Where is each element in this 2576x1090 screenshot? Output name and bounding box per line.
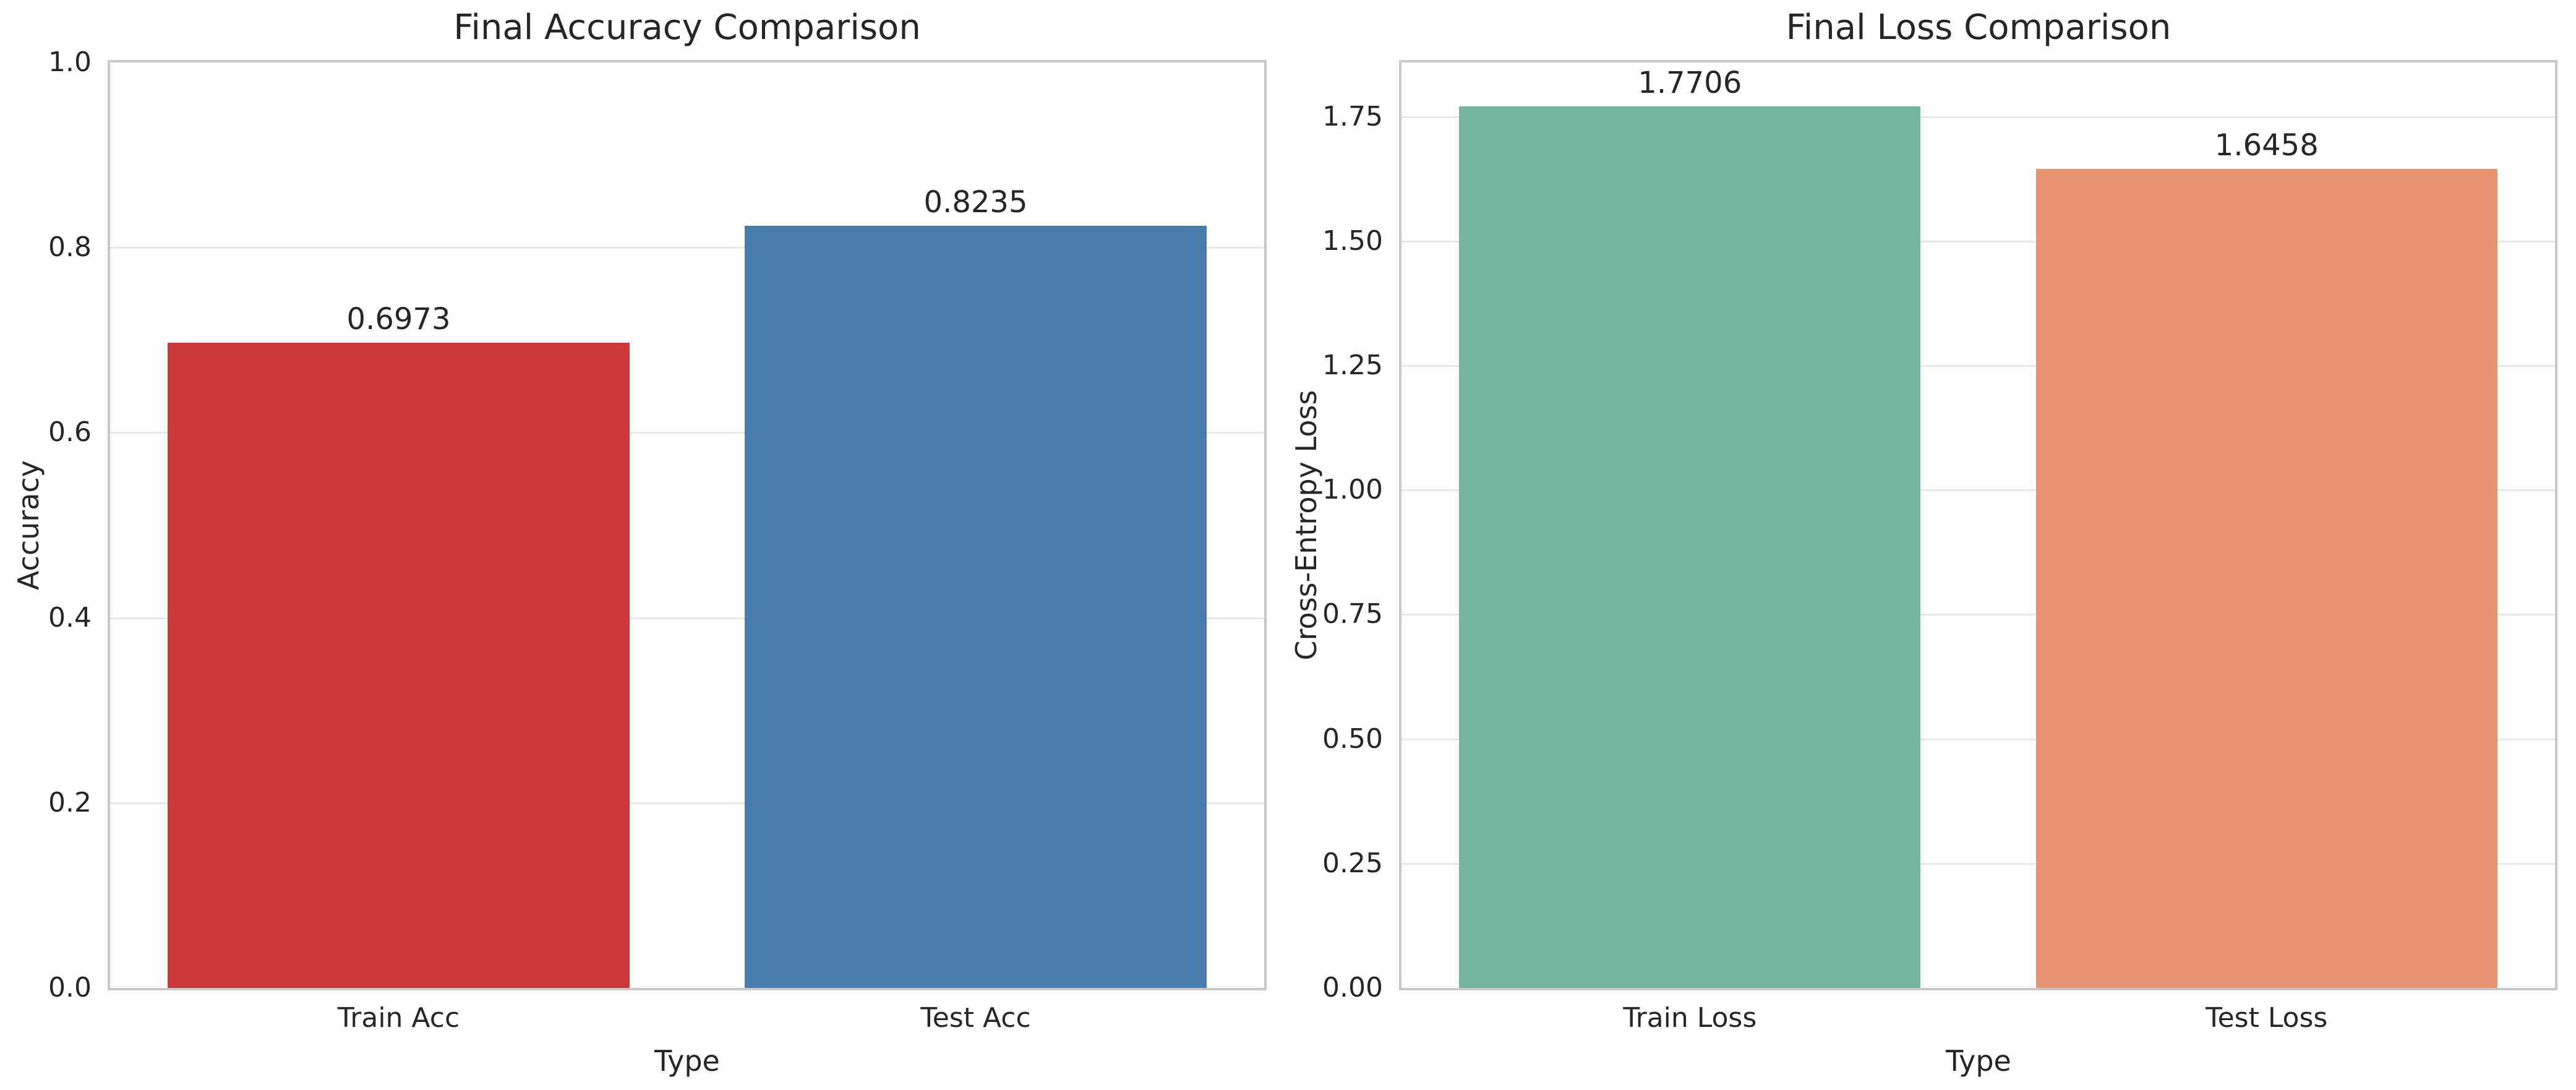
x-tick-label-train-acc: Train Acc xyxy=(337,1002,460,1034)
gridline-y-0.2 xyxy=(110,802,1264,804)
gridline-y-0.4 xyxy=(110,617,1264,619)
x-tick-label-test-loss: Test Loss xyxy=(2206,1002,2328,1034)
bar-value-label-test-acc: 0.8235 xyxy=(923,185,1028,220)
y-tick-label: 0.50 xyxy=(1322,723,1383,755)
bar-value-label-train-acc: 0.6973 xyxy=(346,301,451,337)
y-tick-label: 0.0 xyxy=(48,972,92,1003)
x-tick-label-train-loss: Train Loss xyxy=(1623,1002,1757,1034)
gridline-y-1.00 xyxy=(1401,489,2555,492)
gridline-y-0.6 xyxy=(110,432,1264,434)
y-tick-label: 0.2 xyxy=(48,786,92,818)
bar-test-loss xyxy=(2035,168,2497,988)
y-tick-label: 1.0 xyxy=(48,46,92,78)
gridline-y-0.8 xyxy=(110,247,1264,249)
y-tick-label: 1.75 xyxy=(1322,100,1383,132)
y-tick-label: 0.8 xyxy=(48,231,92,264)
loss-chart-title: Final Loss Comparison xyxy=(1786,7,2172,48)
y-tick-label: 0.25 xyxy=(1322,847,1383,879)
gridline-y-0.50 xyxy=(1401,738,2555,740)
y-tick-label: 1.00 xyxy=(1322,474,1383,506)
bar-value-label-test-loss: 1.6458 xyxy=(2214,127,2319,163)
gridline-y-1.75 xyxy=(1401,116,2555,118)
bar-train-acc xyxy=(168,342,630,988)
accuracy-x-axis-label: Type xyxy=(654,1044,720,1078)
accuracy-chart-title: Final Accuracy Comparison xyxy=(453,7,921,48)
loss-plot-area: 1.7706 1.6458 xyxy=(1399,60,2557,990)
bar-test-acc xyxy=(745,226,1207,988)
gridline-y-0.75 xyxy=(1401,614,2555,616)
y-tick-label: 0.00 xyxy=(1322,972,1383,1003)
accuracy-y-axis-label: Accuracy xyxy=(12,460,45,591)
y-tick-label: 0.4 xyxy=(48,601,92,633)
gridline-y-0.25 xyxy=(1401,862,2555,865)
y-tick-label: 1.50 xyxy=(1322,225,1383,257)
gridline-y-1.50 xyxy=(1401,240,2555,242)
loss-x-axis-label: Type xyxy=(1946,1044,2011,1078)
y-tick-label: 0.6 xyxy=(48,416,92,448)
y-tick-label: 1.25 xyxy=(1322,350,1383,382)
bar-train-loss xyxy=(1459,106,1921,988)
x-tick-label-test-acc: Test Acc xyxy=(920,1002,1031,1034)
accuracy-plot-area: 0.6973 0.8235 xyxy=(108,60,1267,990)
gridline-y-1.25 xyxy=(1401,365,2555,367)
bar-value-label-train-loss: 1.7706 xyxy=(1638,66,1742,101)
y-tick-label: 0.75 xyxy=(1322,598,1383,630)
